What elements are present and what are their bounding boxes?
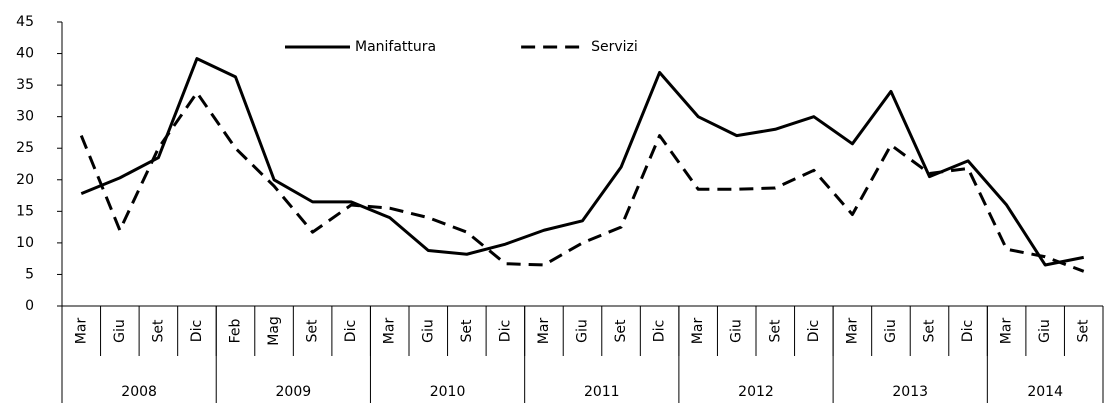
- x-tick-label: Giu: [1037, 319, 1053, 343]
- y-tick-label: 45: [16, 14, 34, 30]
- group-label: 2012: [738, 384, 774, 400]
- group-label: 2009: [276, 384, 312, 400]
- y-tick-label: 0: [25, 298, 34, 314]
- x-tick-label: Set: [150, 319, 166, 343]
- x-tick-label: Giu: [729, 319, 745, 343]
- y-tick-label: 15: [16, 203, 34, 219]
- y-tick-label: 10: [16, 235, 34, 251]
- x-tick-label: Set: [613, 319, 629, 343]
- series-line: [80, 57, 1085, 267]
- legend-label: Manifattura: [355, 39, 436, 55]
- y-tick-label: 5: [25, 266, 34, 282]
- x-tick-label: Mar: [73, 318, 89, 345]
- legend-label: Servizi: [591, 39, 638, 55]
- y-tick-label: 35: [16, 77, 34, 93]
- x-tick-label: Dic: [497, 320, 513, 342]
- group-label: 2008: [121, 384, 157, 400]
- group-label: 2010: [430, 384, 466, 400]
- x-tick-label: Mar: [382, 318, 398, 345]
- x-tick-label: Giu: [112, 319, 128, 343]
- x-tick-label: Feb: [228, 318, 244, 343]
- y-tick-label: 20: [16, 172, 34, 188]
- x-tick-label: Mag: [266, 316, 282, 346]
- x-tick-label: Mar: [536, 318, 552, 345]
- x-tick-label: Mar: [690, 318, 706, 345]
- x-tick-label: Set: [305, 319, 321, 343]
- x-tick-label: Dic: [652, 320, 668, 342]
- x-tick-label: Dic: [960, 320, 976, 342]
- x-tick-label: Mar: [999, 318, 1015, 345]
- x-tick-label: Giu: [883, 319, 899, 343]
- x-tick-label: Giu: [420, 319, 436, 343]
- y-tick-label: 30: [16, 109, 34, 125]
- x-tick-label: Dic: [189, 320, 205, 342]
- x-tick-label: Set: [1076, 319, 1092, 343]
- group-label: 2013: [892, 384, 928, 400]
- y-tick-label: 25: [16, 140, 34, 156]
- y-tick-label: 40: [16, 46, 34, 62]
- x-tick-label: Set: [767, 319, 783, 343]
- x-tick-label: Dic: [343, 320, 359, 342]
- group-label: 2014: [1027, 384, 1063, 400]
- x-tick-label: Dic: [806, 320, 822, 342]
- series-line: [79, 91, 1085, 273]
- x-tick-label: Set: [922, 319, 938, 343]
- group-label: 2011: [584, 384, 620, 400]
- x-tick-label: Mar: [844, 318, 860, 345]
- x-tick-label: Set: [459, 319, 475, 343]
- x-tick-label: Giu: [575, 319, 591, 343]
